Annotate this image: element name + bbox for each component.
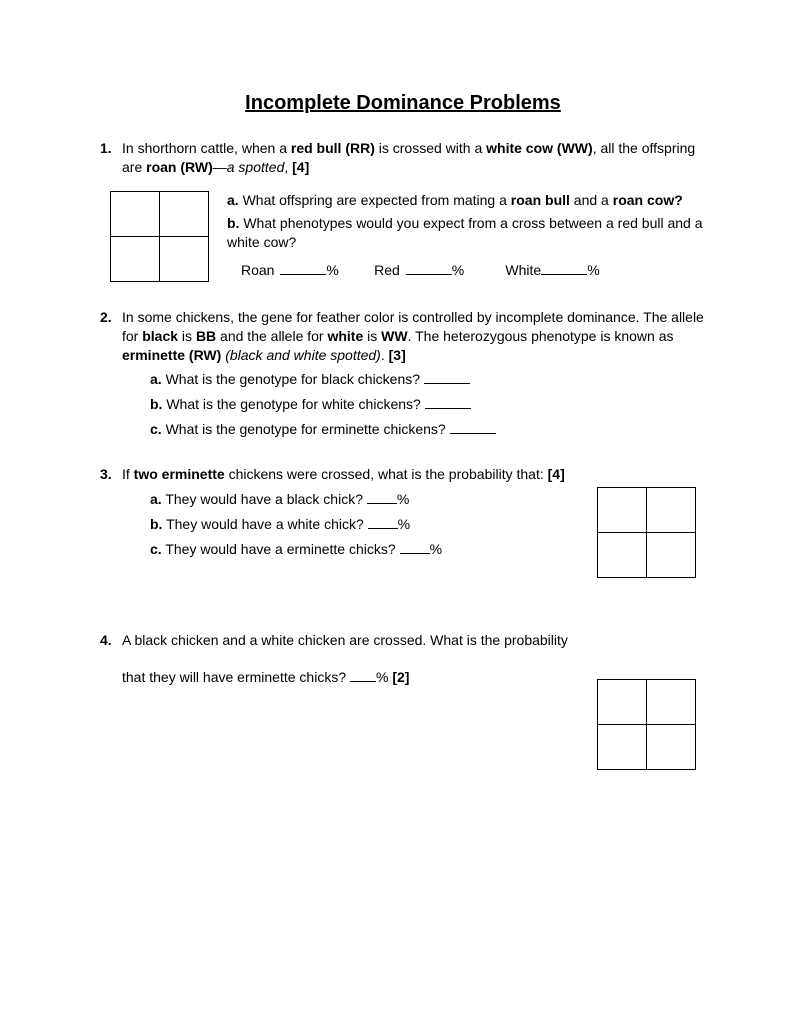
roan-label: Roan	[241, 262, 280, 278]
q2-bold: black	[142, 328, 178, 344]
blank-q3a[interactable]	[367, 493, 397, 504]
q1-text: —	[213, 159, 227, 175]
red-label: Red	[374, 262, 406, 278]
q2b-label: b.	[150, 396, 162, 412]
q1-number: 1.	[100, 139, 122, 177]
q1-points: [4]	[292, 159, 309, 175]
problem-4: 4. A black chicken and a white chicken a…	[100, 631, 706, 687]
q1a-bold: roan cow?	[613, 192, 683, 208]
q4-points: [2]	[392, 669, 409, 685]
punnett-square-q1	[110, 191, 209, 282]
q1-italic: a spotted	[227, 159, 285, 175]
q2a: a. What is the genotype for black chicke…	[150, 370, 706, 389]
q2c-label: c.	[150, 421, 162, 437]
q3-points: [4]	[548, 466, 565, 482]
punnett-square-q3	[597, 487, 696, 578]
q1b: b. What phenotypes would you expect from…	[227, 214, 706, 252]
blank-q2b[interactable]	[425, 398, 471, 409]
q1-text: is crossed with a	[375, 140, 486, 156]
pct-sign: %	[398, 516, 410, 532]
q1-body: In shorthorn cattle, when a red bull (RR…	[122, 139, 706, 177]
q1-bold: roan (RW)	[146, 159, 213, 175]
page-title: Incomplete Dominance Problems	[100, 90, 706, 117]
problem-1: 1. In shorthorn cattle, when a red bull …	[100, 139, 706, 282]
blank-white[interactable]	[541, 264, 587, 275]
q2b-text: What is the genotype for white chickens?	[162, 396, 424, 412]
q3c-label: c.	[150, 541, 162, 557]
pct-sign: %	[326, 262, 338, 278]
q3b-label: b.	[150, 516, 162, 532]
q1a-text: and a	[570, 192, 613, 208]
q1-subquestions: a. What offspring are expected from mati…	[227, 191, 706, 281]
blank-red[interactable]	[406, 264, 452, 275]
q1-text: ,	[284, 159, 292, 175]
q2b: b. What is the genotype for white chicke…	[150, 395, 706, 414]
pct-sign: %	[376, 669, 392, 685]
q2-bold: BB	[196, 328, 216, 344]
q1a-bold: roan bull	[511, 192, 570, 208]
page: Incomplete Dominance Problems 1. In shor…	[0, 0, 791, 686]
q1-bold: red bull (RR)	[291, 140, 375, 156]
q2-number: 2.	[100, 308, 122, 439]
pct-sign: %	[587, 262, 599, 278]
q4-text-2: that they will have erminette chicks?	[122, 669, 350, 685]
pct-sign: %	[430, 541, 442, 557]
q1a-label: a.	[227, 192, 239, 208]
blank-q3c[interactable]	[400, 543, 430, 554]
q3-number: 3.	[100, 465, 122, 559]
q4-number: 4.	[100, 631, 122, 687]
q2-bold: white	[327, 328, 363, 344]
q4-text-1: A black chicken and a white chicken are …	[122, 632, 568, 648]
pct-sign: %	[452, 262, 464, 278]
blank-roan[interactable]	[280, 264, 326, 275]
punnett-square-q4	[597, 679, 696, 770]
q3-text: chickens were crossed, what is the proba…	[225, 466, 548, 482]
q2-text: is	[178, 328, 196, 344]
q3-text: If	[122, 466, 134, 482]
q3a-text: They would have a black chick?	[162, 491, 367, 507]
q2a-text: What is the genotype for black chickens?	[162, 371, 424, 387]
blank-q2c[interactable]	[450, 423, 496, 434]
q2-text: and the allele for	[216, 328, 327, 344]
q2-points: [3]	[389, 347, 406, 363]
q1a-text: What offspring are expected from mating …	[239, 192, 511, 208]
q1b-label: b.	[227, 215, 239, 231]
q2-body: In some chickens, the gene for feather c…	[122, 308, 706, 439]
q2a-label: a.	[150, 371, 162, 387]
q1-percent-row: Roan % Red % White%	[227, 261, 706, 280]
blank-q3b[interactable]	[368, 518, 398, 529]
blank-q4[interactable]	[350, 671, 376, 682]
q2-text: .	[381, 347, 389, 363]
q2c-text: What is the genotype for erminette chick…	[162, 421, 450, 437]
q3c-text: They would have a erminette chicks?	[162, 541, 400, 557]
q2-italic: (black and white spotted)	[225, 347, 381, 363]
q1b-text: What phenotypes would you expect from a …	[227, 215, 703, 250]
q3-bold: two erminette	[134, 466, 225, 482]
q2-text: . The heterozygous phenotype is known as	[408, 328, 674, 344]
q2-text: is	[363, 328, 381, 344]
problem-2: 2. In some chickens, the gene for feathe…	[100, 308, 706, 439]
q2c: c. What is the genotype for erminette ch…	[150, 420, 706, 439]
q3b-text: They would have a white chick?	[162, 516, 367, 532]
q3a-label: a.	[150, 491, 162, 507]
q2-bold: erminette (RW)	[122, 347, 221, 363]
q1-bold: white cow (WW)	[486, 140, 593, 156]
q1-text: In shorthorn cattle, when a	[122, 140, 291, 156]
pct-sign: %	[397, 491, 409, 507]
blank-q2a[interactable]	[424, 373, 470, 384]
problem-3: 3. If two erminette chickens were crosse…	[100, 465, 706, 559]
q2-bold: WW	[381, 328, 407, 344]
q1a: a. What offspring are expected from mati…	[227, 191, 706, 210]
white-label: White	[505, 262, 541, 278]
